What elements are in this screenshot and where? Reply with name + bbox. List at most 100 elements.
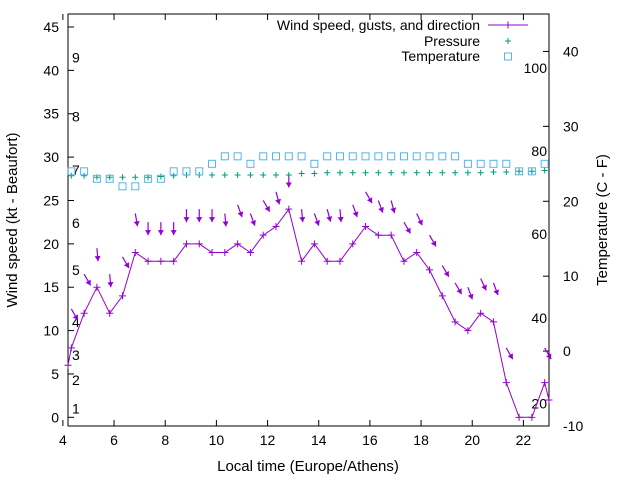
gust-arrow-head [467,293,474,300]
gust-arrow-head [209,217,216,223]
temperature-point [118,182,127,191]
x-tick-label: 16 [362,432,378,448]
temperature-point [272,152,281,161]
gust-arrow-head [237,211,244,218]
beaufort-label: 8 [72,108,80,124]
wind-point [528,413,536,421]
gust-arrow-head [157,230,164,236]
gust-arrow-head [405,227,411,234]
legend: Wind speed, gusts, and direction Pressur… [277,17,528,64]
pressure-point [400,169,407,176]
gust-arrow-head [170,230,177,236]
y-tick-label: 25 [43,192,59,208]
pressure-point [452,169,459,176]
temperature-point [361,152,370,161]
wind-point [310,240,318,248]
temperature-point [131,182,140,191]
pressure-point [157,173,164,180]
pressure-point [132,174,139,181]
wind-point [336,257,344,265]
temperature-point [169,167,178,176]
y2-tick-label: 20 [563,193,579,209]
pressure-point [209,172,216,179]
fahrenheit-label: 80 [531,143,547,159]
gust-arrow-head [417,219,423,226]
ticks-layer: 4 6 8 10 12 14 16 18 20 22051015202530354045-1001… [43,14,583,448]
temperature-point [92,174,101,183]
wind-point [323,257,331,265]
temperature-point [220,152,229,161]
y2-tick-label: 0 [563,343,571,359]
temperature-point [412,152,421,161]
temperature-point [182,167,191,176]
beaufort-label: 7 [72,162,80,178]
gust-arrow-head [123,262,130,269]
temperature-point [335,152,344,161]
gust-arrow-head [337,216,344,223]
wind-point [285,205,293,213]
gust-arrow-head [183,217,190,223]
temperature-point [80,167,89,176]
temperature-point [105,174,114,183]
gust-arrow-head [107,281,114,288]
wind-point [413,249,421,257]
gust-arrow-head [493,289,500,296]
legend-marker-temperature [504,52,512,61]
fahrenheit-label: 60 [531,226,547,242]
wind-point [106,309,114,317]
temperature-point [144,174,153,183]
x-tick-label: 18 [413,432,429,448]
pressure-point [68,172,75,179]
pressure-point [349,169,356,176]
pressure-point [170,172,177,179]
series-layer [64,152,553,421]
wind-point [502,379,510,387]
wind-point [221,249,229,257]
gust-arrow-head [456,288,462,295]
wind-point [195,240,203,248]
wind-point [349,240,357,248]
temperature-point [540,159,549,168]
legend-label-temperature: Temperature [401,48,480,64]
wind-point [131,249,139,257]
legend-marker-wind [504,21,512,29]
pressure-point [247,172,254,179]
wind-point [272,223,280,231]
fahrenheit-label: 40 [531,310,547,326]
y-tick-label: 30 [43,149,59,165]
beaufort-label: 4 [72,314,80,330]
beaufort-label: 1 [72,401,80,417]
pressure-point [490,169,497,176]
y-tick-label: 10 [43,323,59,339]
x-tick-label: 22 [516,432,532,448]
temperature-point [502,159,511,168]
y-tick-label: 45 [43,19,59,35]
legend-label-pressure: Pressure [424,33,480,49]
wind-point [259,231,267,239]
y-tick-label: 40 [43,62,59,78]
pressure-point [273,172,280,179]
wind-point [426,266,434,274]
wind-point [182,240,190,248]
gust-arrow-head [366,197,373,204]
wind-point [489,318,497,326]
wind-point [64,361,72,369]
wind-point [387,231,395,239]
pressure-point [324,169,331,176]
gust-arrow-head [94,255,101,262]
gust-arrow-head [546,353,552,360]
pressure-point [234,172,241,179]
wind-point [374,231,382,239]
x-tick-label: 12 [260,432,276,448]
wind-point [477,309,485,317]
gust-arrow-head [378,206,384,213]
pressure-point [81,172,88,179]
y-tick-label: 5 [51,366,59,382]
temperature-point [233,152,242,161]
temperature-point [323,152,332,161]
beaufort-label: 3 [72,347,80,363]
temperature-point [387,152,396,161]
temperature-point [527,167,536,176]
pressure-point [336,169,343,176]
